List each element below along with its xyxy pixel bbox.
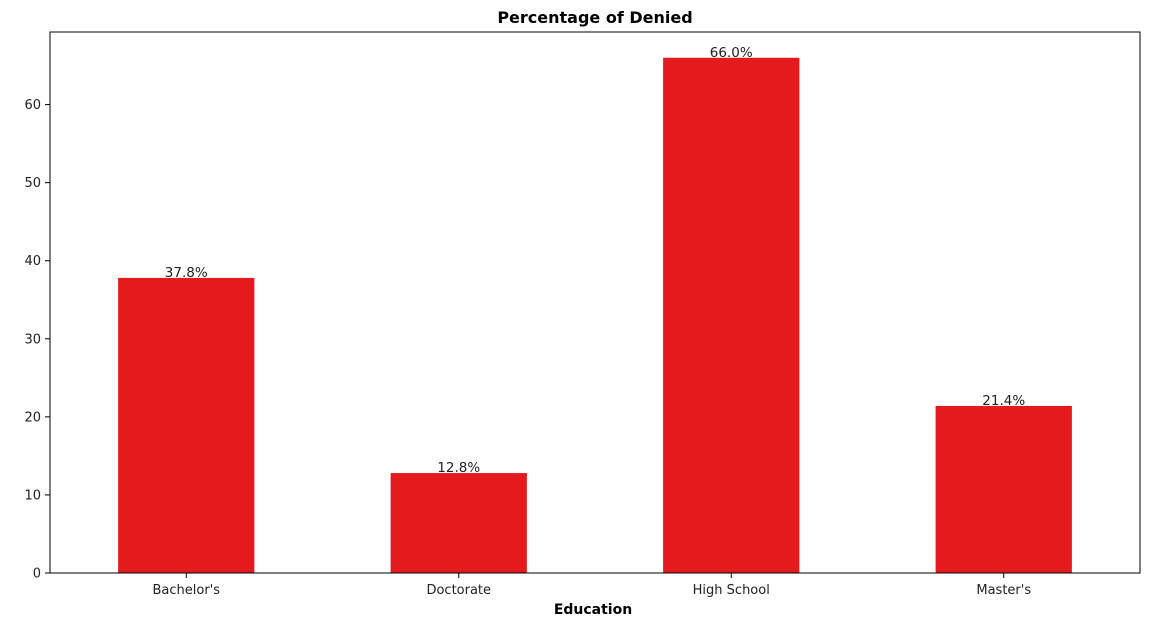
y-tick-label-0: 0 [33,567,41,582]
x-tick-label-2: High School [693,583,770,598]
y-tick-label-4: 40 [24,254,41,269]
data-label-2: 66.0% [710,45,753,61]
data-label-0: 37.8% [165,265,208,281]
x-axis: Bachelor's Doctorate High School Master's [152,573,1031,598]
y-tick-label-5: 50 [24,176,41,191]
data-labels-group: 37.8% 12.8% 66.0% 21.4% [165,45,1026,476]
bar-1 [390,473,527,573]
x-tick-label-3: Master's [976,583,1031,598]
y-tick-label-2: 20 [24,410,41,425]
plot-frame [49,31,1141,574]
x-tick-label-0: Bachelor's [152,583,220,598]
y-tick-label-6: 60 [24,98,41,113]
x-tick-label-1: Doctorate [426,583,491,598]
y-tick-label-3: 30 [24,332,41,347]
y-tick-label-1: 10 [24,488,41,503]
data-label-1: 12.8% [437,460,480,476]
chart-title: Percentage of Denied [497,8,692,27]
bar-3 [935,405,1072,573]
bar-0 [118,277,255,573]
bars-group [118,57,1072,574]
y-axis: 0 10 20 30 40 50 60 [24,98,50,582]
data-label-3: 21.4% [982,393,1025,409]
bar-2 [663,57,800,574]
x-axis-label: Education [554,602,632,618]
